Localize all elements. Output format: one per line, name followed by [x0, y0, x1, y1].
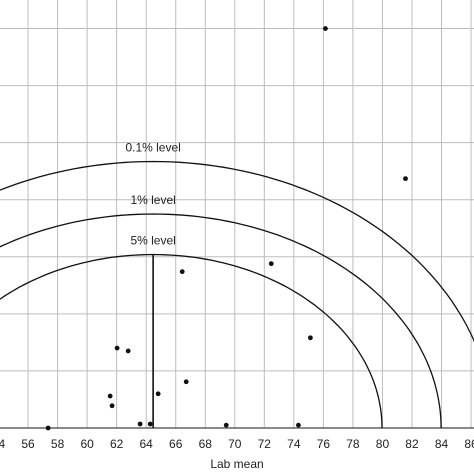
x-tick-label: 66	[169, 437, 183, 451]
x-tick-label: 84	[435, 437, 449, 451]
point	[223, 422, 229, 428]
point	[155, 391, 161, 397]
level-curve	[0, 160, 474, 343]
level-curve	[0, 253, 383, 429]
x-axis-label: Lab mean	[210, 457, 263, 471]
x-tick-label: 82	[405, 437, 419, 451]
curve-label: 5% level	[130, 234, 175, 248]
x-tick-label: 56	[21, 437, 35, 451]
x-tick-label: 68	[199, 437, 213, 451]
point	[323, 26, 328, 31]
point	[125, 348, 131, 354]
x-tick-label: 76	[317, 437, 331, 451]
x-tick-label: 80	[376, 437, 390, 451]
level-curve	[0, 213, 442, 429]
point	[179, 269, 185, 275]
x-tick-label: 72	[258, 437, 272, 451]
point	[107, 393, 113, 399]
x-tick-label: 58	[51, 437, 65, 451]
point	[45, 425, 51, 431]
x-tick-label: 62	[110, 437, 124, 451]
point	[137, 421, 143, 427]
point	[114, 345, 120, 351]
x-tick-label: 74	[287, 437, 301, 451]
point	[403, 176, 408, 182]
x-tick-label: 86	[464, 437, 474, 451]
x-tick-label: 54	[0, 437, 6, 451]
point	[183, 379, 189, 385]
x-tick-label: 78	[346, 437, 360, 451]
curve-label: 1% level	[130, 193, 175, 207]
point	[147, 421, 153, 427]
x-tick-label: 60	[80, 437, 94, 451]
curve-label: 0.1% level	[125, 141, 180, 155]
x-tick-label: 70	[228, 437, 242, 451]
x-tick-label: 64	[140, 437, 154, 451]
point	[296, 422, 301, 428]
point	[268, 261, 274, 267]
point	[307, 335, 313, 341]
point	[109, 403, 115, 409]
